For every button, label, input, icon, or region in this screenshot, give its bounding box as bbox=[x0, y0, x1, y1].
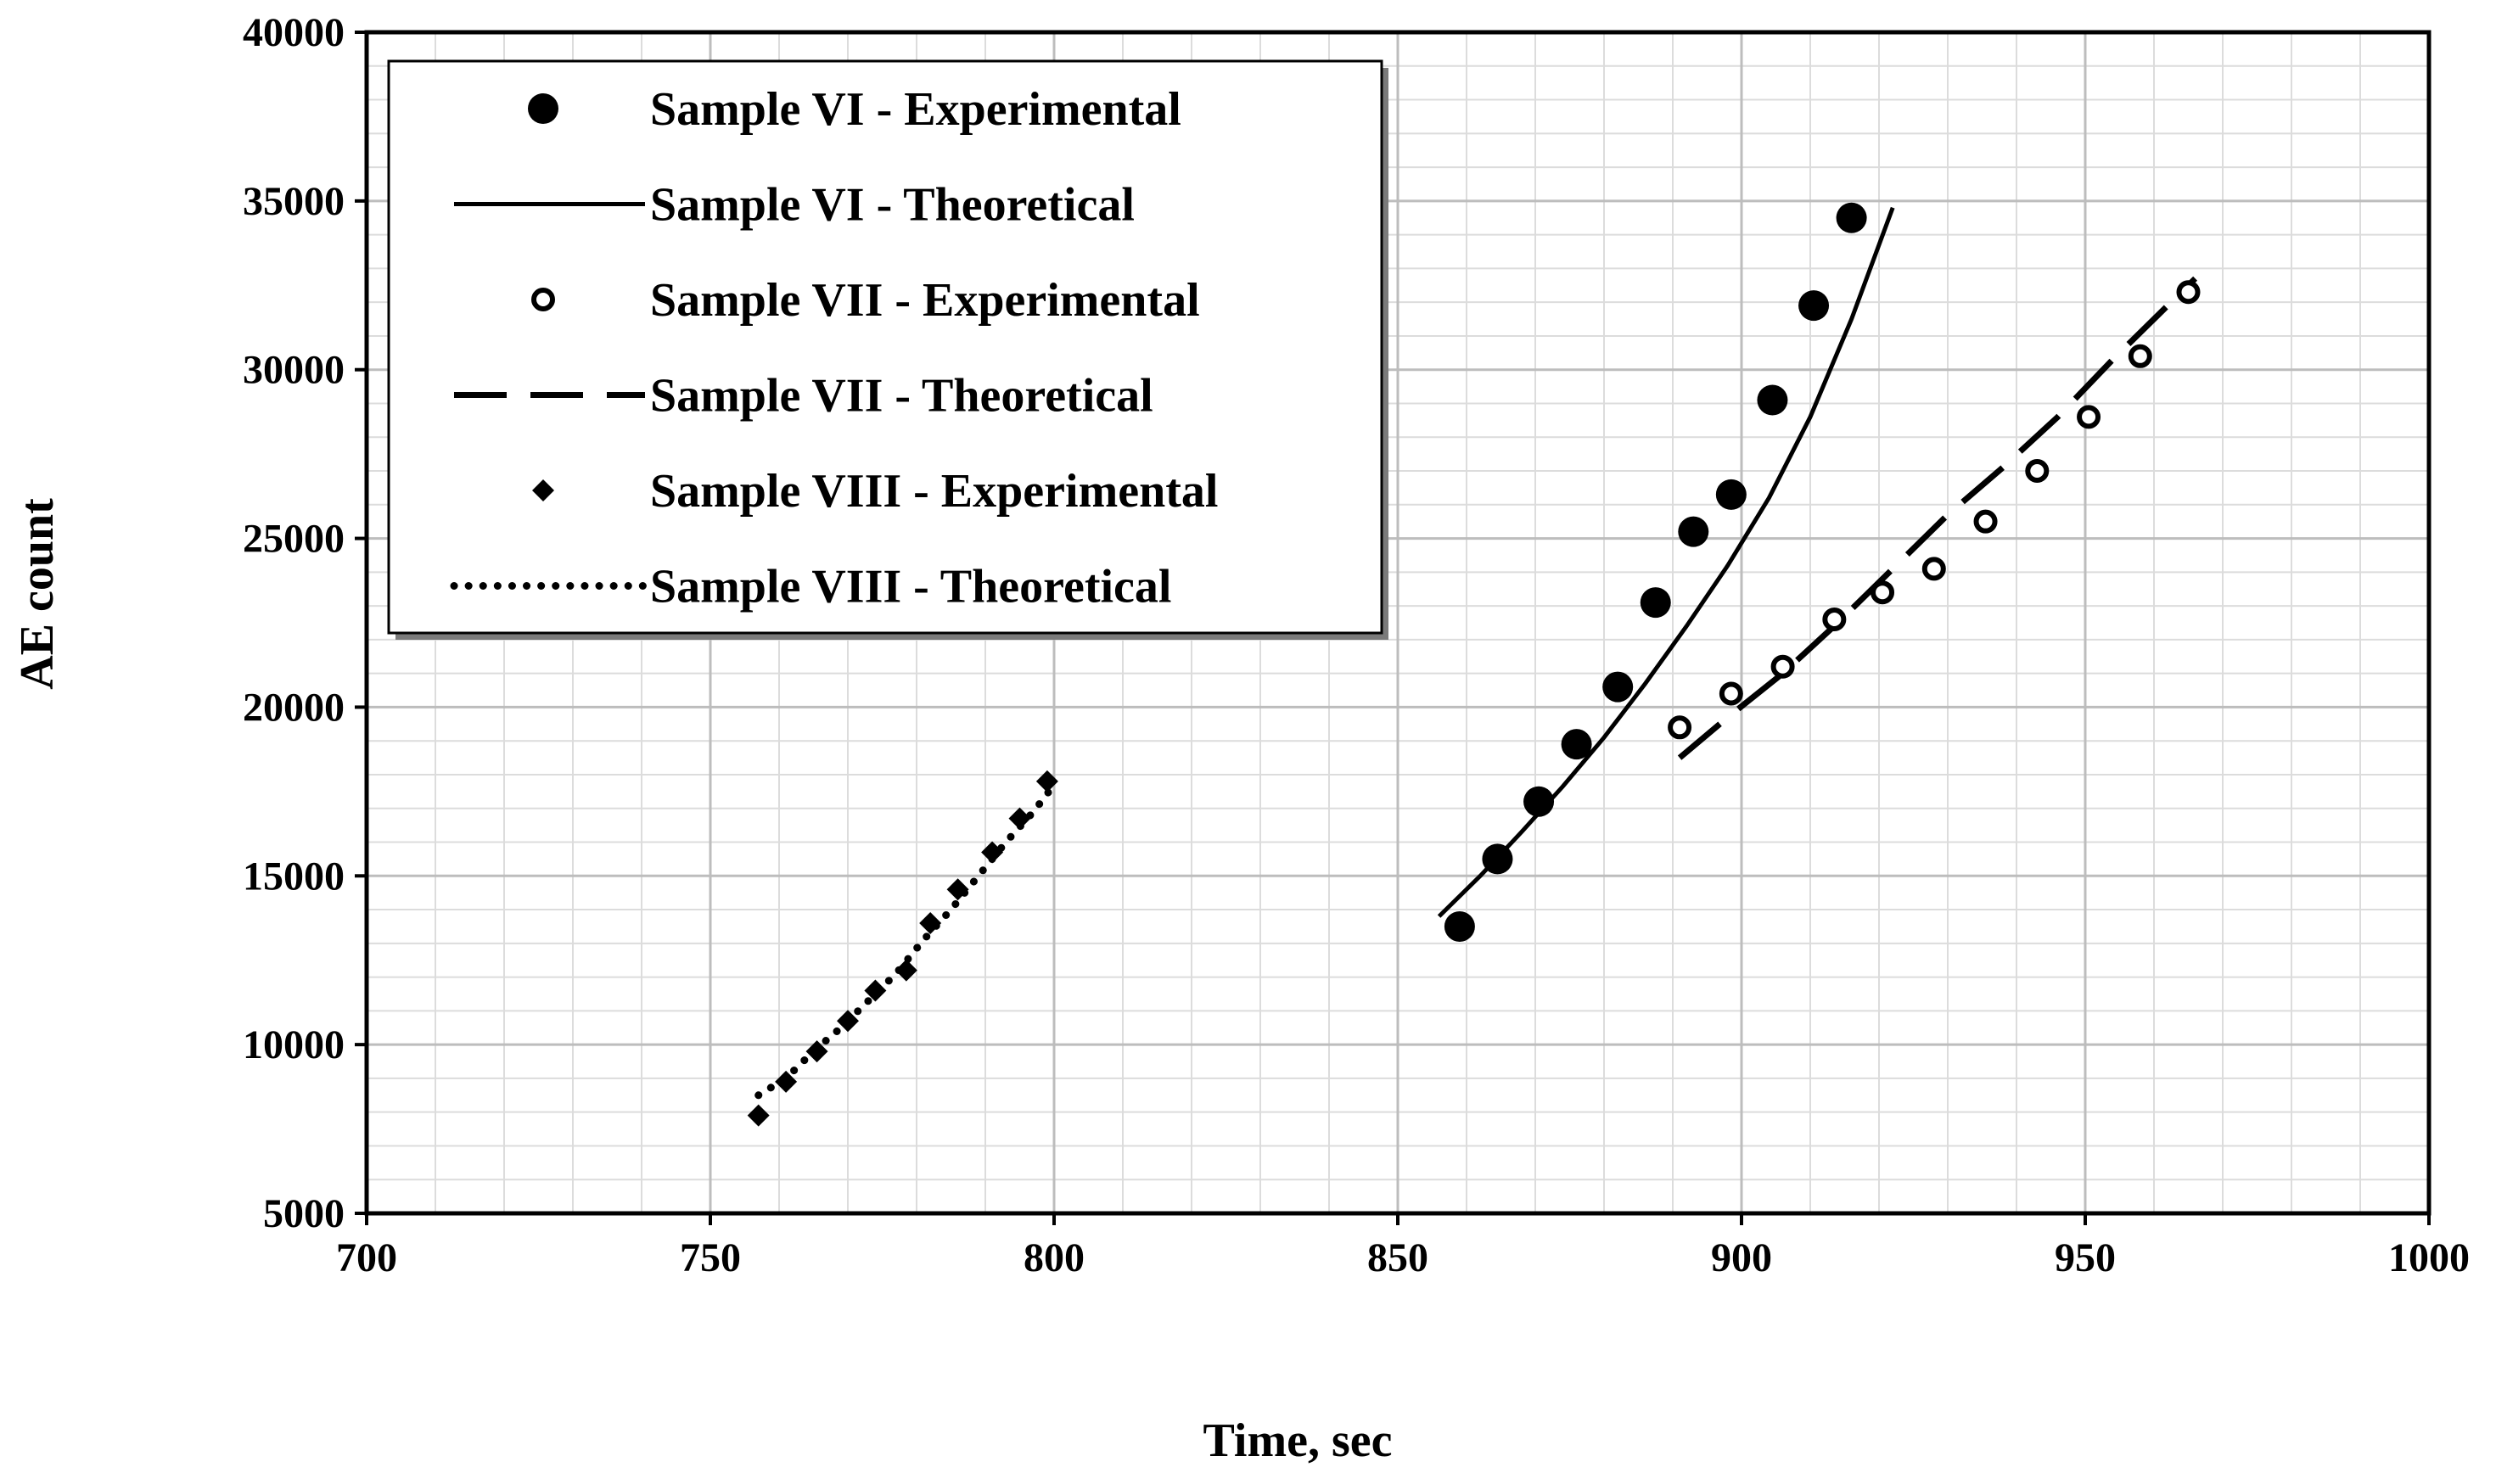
legend-label: Sample VI - Theoretical bbox=[650, 179, 1135, 232]
data-point bbox=[1561, 729, 1592, 760]
y-tick-label: 10000 bbox=[243, 1022, 345, 1067]
legend-box bbox=[387, 59, 1383, 635]
y-axis-title: AE count bbox=[11, 498, 64, 690]
data-point bbox=[1444, 910, 1475, 942]
legend-symbol bbox=[531, 288, 555, 311]
data-point bbox=[864, 979, 887, 1002]
x-axis-title: Time, sec bbox=[1203, 1414, 1393, 1467]
theoretical-curve bbox=[1437, 206, 1895, 918]
data-point bbox=[1602, 671, 1634, 703]
data-point bbox=[1668, 715, 1692, 740]
legend-label: Sample VI - Experimental bbox=[650, 83, 1181, 136]
data-point bbox=[2128, 344, 2152, 368]
series-sample-viii-experimental bbox=[747, 770, 1058, 1127]
legend-entry: Sample VII - Experimental bbox=[531, 274, 1200, 327]
legend-label: Sample VIII - Experimental bbox=[650, 465, 1218, 518]
data-point bbox=[2025, 459, 2050, 484]
y-tick-label: 20000 bbox=[243, 685, 345, 730]
y-tick-label: 25000 bbox=[243, 517, 345, 562]
theoretical-curve bbox=[1677, 276, 2198, 760]
legend-entry: Sample VIII - Theoretical bbox=[450, 561, 1171, 613]
data-point bbox=[919, 911, 942, 934]
data-point bbox=[2176, 280, 2201, 305]
series-sample-vi-experimental bbox=[1444, 202, 1867, 942]
y-tick-label: 40000 bbox=[243, 10, 345, 55]
data-point bbox=[747, 1104, 770, 1127]
series-sample-vi-theoretical bbox=[1437, 206, 1895, 918]
y-tick-label: 30000 bbox=[243, 348, 345, 393]
y-tick-label: 35000 bbox=[243, 179, 345, 224]
legend: Sample VI - Experimental Sample VI - Theo… bbox=[387, 59, 1388, 640]
x-tick-label: 700 bbox=[336, 1235, 397, 1280]
legend-symbol bbox=[532, 479, 554, 501]
data-point bbox=[805, 1040, 828, 1063]
legend-items: Sample VI - Experimental Sample VI - Theo… bbox=[450, 83, 1218, 613]
series-layer bbox=[747, 202, 2201, 1127]
axis-ticks: 700 750 800 850 900 950 1000 5000 10000 15000 2000… bbox=[243, 10, 2470, 1280]
x-tick-label: 1000 bbox=[2388, 1235, 2470, 1280]
data-point bbox=[1008, 807, 1031, 830]
data-point bbox=[1770, 654, 1795, 679]
series-sample-viii-theoretical bbox=[754, 781, 1058, 1100]
x-tick-label: 900 bbox=[1711, 1235, 1772, 1280]
data-point bbox=[1798, 290, 1830, 322]
data-point bbox=[775, 1070, 798, 1093]
data-point bbox=[1482, 843, 1513, 875]
x-tick-label: 950 bbox=[2055, 1235, 2116, 1280]
data-point bbox=[1715, 479, 1747, 510]
data-point bbox=[837, 1010, 859, 1033]
y-tick-label: 15000 bbox=[243, 854, 345, 899]
data-point bbox=[2077, 405, 2101, 429]
series-sample-vii-theoretical bbox=[1677, 276, 2198, 760]
y-tick-label: 5000 bbox=[263, 1191, 345, 1236]
legend-entry: Sample VIII - Experimental bbox=[532, 465, 1218, 518]
data-point bbox=[1757, 384, 1788, 416]
legend-label: Sample VIII - Theoretical bbox=[650, 561, 1171, 613]
legend-label: Sample VII - Theoretical bbox=[650, 370, 1153, 423]
data-point bbox=[895, 959, 917, 982]
data-point bbox=[946, 878, 969, 901]
data-point bbox=[1523, 786, 1555, 817]
data-point bbox=[1822, 608, 1847, 632]
legend-entry: Sample VI - Theoretical bbox=[454, 179, 1135, 232]
legend-symbol bbox=[528, 93, 558, 124]
data-point bbox=[981, 841, 1004, 864]
data-point bbox=[1678, 516, 1709, 547]
series-sample-vii-experimental bbox=[1668, 280, 2201, 740]
theoretical-curve bbox=[754, 781, 1058, 1100]
legend-label: Sample VII - Experimental bbox=[650, 274, 1200, 327]
legend-entry: Sample VI - Experimental bbox=[528, 83, 1181, 136]
data-point bbox=[1640, 587, 1671, 619]
data-point bbox=[1973, 509, 1998, 534]
legend-entry: Sample VII - Theoretical bbox=[454, 370, 1153, 423]
data-point bbox=[1719, 681, 1743, 706]
data-point bbox=[1035, 770, 1058, 792]
data-point bbox=[1921, 557, 1946, 581]
x-tick-label: 750 bbox=[680, 1235, 741, 1280]
x-tick-label: 800 bbox=[1024, 1235, 1085, 1280]
data-point bbox=[1871, 580, 1895, 605]
x-tick-label: 850 bbox=[1367, 1235, 1428, 1280]
data-point bbox=[1836, 202, 1867, 233]
